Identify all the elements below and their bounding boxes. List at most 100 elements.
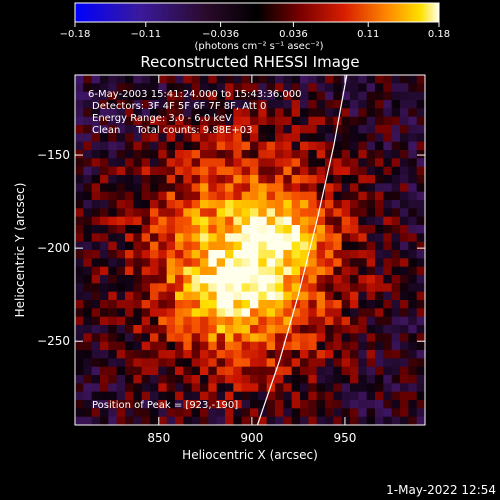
heatmap-cell (241, 258, 251, 268)
heatmap-cell (191, 375, 201, 384)
heatmap-cell (133, 83, 143, 93)
heatmap-cell (91, 341, 101, 351)
heatmap-cell (183, 175, 193, 184)
heatmap-cell (266, 366, 276, 376)
heatmap-cell (175, 408, 184, 418)
heatmap-cell (391, 391, 401, 401)
heatmap-cell (75, 200, 84, 209)
heatmap-cell (241, 100, 251, 109)
heatmap-cell (241, 183, 251, 193)
heatmap-cell (216, 316, 226, 326)
heatmap-cell (258, 350, 268, 359)
heatmap-cell (166, 366, 176, 376)
heatmap-cell (258, 200, 268, 209)
heatmap-cell (325, 283, 334, 293)
heatmap-cell (400, 200, 409, 209)
heatmap-cell (91, 200, 101, 209)
heatmap-cell (341, 100, 351, 109)
heatmap-cell (216, 141, 226, 151)
heatmap-cell (258, 225, 268, 234)
heatmap-cell (125, 133, 134, 143)
heatmap-cell (225, 233, 234, 243)
heatmap-cell (241, 150, 251, 159)
heatmap-cell (100, 100, 109, 109)
heatmap-cell (141, 383, 151, 393)
heatmap-cell (300, 208, 309, 218)
heatmap-cell (258, 75, 268, 84)
heatmap-cell (133, 183, 143, 193)
heatmap-cell (241, 91, 251, 101)
heatmap-cell (266, 400, 276, 409)
heatmap-cell (208, 175, 218, 184)
heatmap-cell (341, 116, 351, 126)
heatmap-cell (208, 133, 218, 143)
heatmap-cell (275, 175, 284, 184)
heatmap-cell (91, 225, 101, 234)
heatmap-cell (83, 233, 93, 243)
heatmap-cell (225, 75, 234, 84)
heatmap-cell (408, 150, 418, 159)
heatmap-cell (300, 108, 309, 118)
heatmap-cell (233, 100, 243, 109)
heatmap-cell (141, 408, 151, 418)
heatmap-cell (158, 108, 168, 118)
heatmap-cell (416, 166, 425, 176)
heatmap-cell (200, 200, 209, 209)
heatmap-cell (166, 416, 176, 425)
heatmap-cell (158, 250, 168, 259)
heatmap-cell (191, 383, 201, 393)
heatmap-cell (208, 75, 218, 84)
heatmap-cell (358, 133, 368, 143)
heatmap-cell (75, 358, 84, 368)
heatmap-cell (250, 266, 259, 276)
heatmap-cell (83, 258, 93, 268)
heatmap-cell (133, 266, 143, 276)
heatmap-cell (175, 116, 184, 126)
heatmap-cell (208, 108, 218, 118)
heatmap-cell (341, 258, 351, 268)
heatmap-cell (75, 300, 84, 309)
heatmap-cell (416, 358, 425, 368)
heatmap-cell (316, 316, 326, 326)
heatmap-cell (391, 241, 401, 251)
heatmap-cell (258, 341, 268, 351)
heatmap-cell (183, 150, 193, 159)
heatmap-cell (258, 100, 268, 109)
heatmap-cell (233, 383, 243, 393)
heatmap-cell (150, 141, 159, 151)
heatmap-cell (83, 116, 93, 126)
heatmap-cell (175, 191, 184, 201)
heatmap-cell (300, 175, 309, 184)
heatmap-cell (91, 325, 101, 334)
heatmap-cell (225, 258, 234, 268)
heatmap-cell (316, 150, 326, 159)
heatmap-cell (175, 91, 184, 101)
heatmap-cell (316, 100, 326, 109)
heatmap-cell (300, 333, 309, 343)
heatmap-cell (375, 316, 384, 326)
heatmap-cell (275, 225, 284, 234)
heatmap-cell (183, 125, 193, 134)
heatmap-cell (175, 250, 184, 259)
heatmap-cell (291, 150, 301, 159)
heatmap-cell (175, 133, 184, 143)
heatmap-cell (150, 250, 159, 259)
heatmap-cell (316, 141, 326, 151)
heatmap-cell (83, 275, 93, 284)
heatmap-cell (175, 108, 184, 118)
heatmap-cell (391, 283, 401, 293)
heatmap-cell (400, 208, 409, 218)
heatmap-cell (133, 283, 143, 293)
heatmap-cell (358, 250, 368, 259)
heatmap-cell (283, 75, 293, 84)
heatmap-cell (333, 150, 343, 159)
heatmap-cell (225, 83, 234, 93)
heatmap-cell (208, 141, 218, 151)
heatmap-cell (75, 316, 84, 326)
heatmap-cell (233, 241, 243, 251)
heatmap-cell (200, 225, 209, 234)
heatmap-cell (100, 350, 109, 359)
heatmap-cell (300, 233, 309, 243)
heatmap-cell (166, 116, 176, 126)
heatmap-cell (208, 358, 218, 368)
